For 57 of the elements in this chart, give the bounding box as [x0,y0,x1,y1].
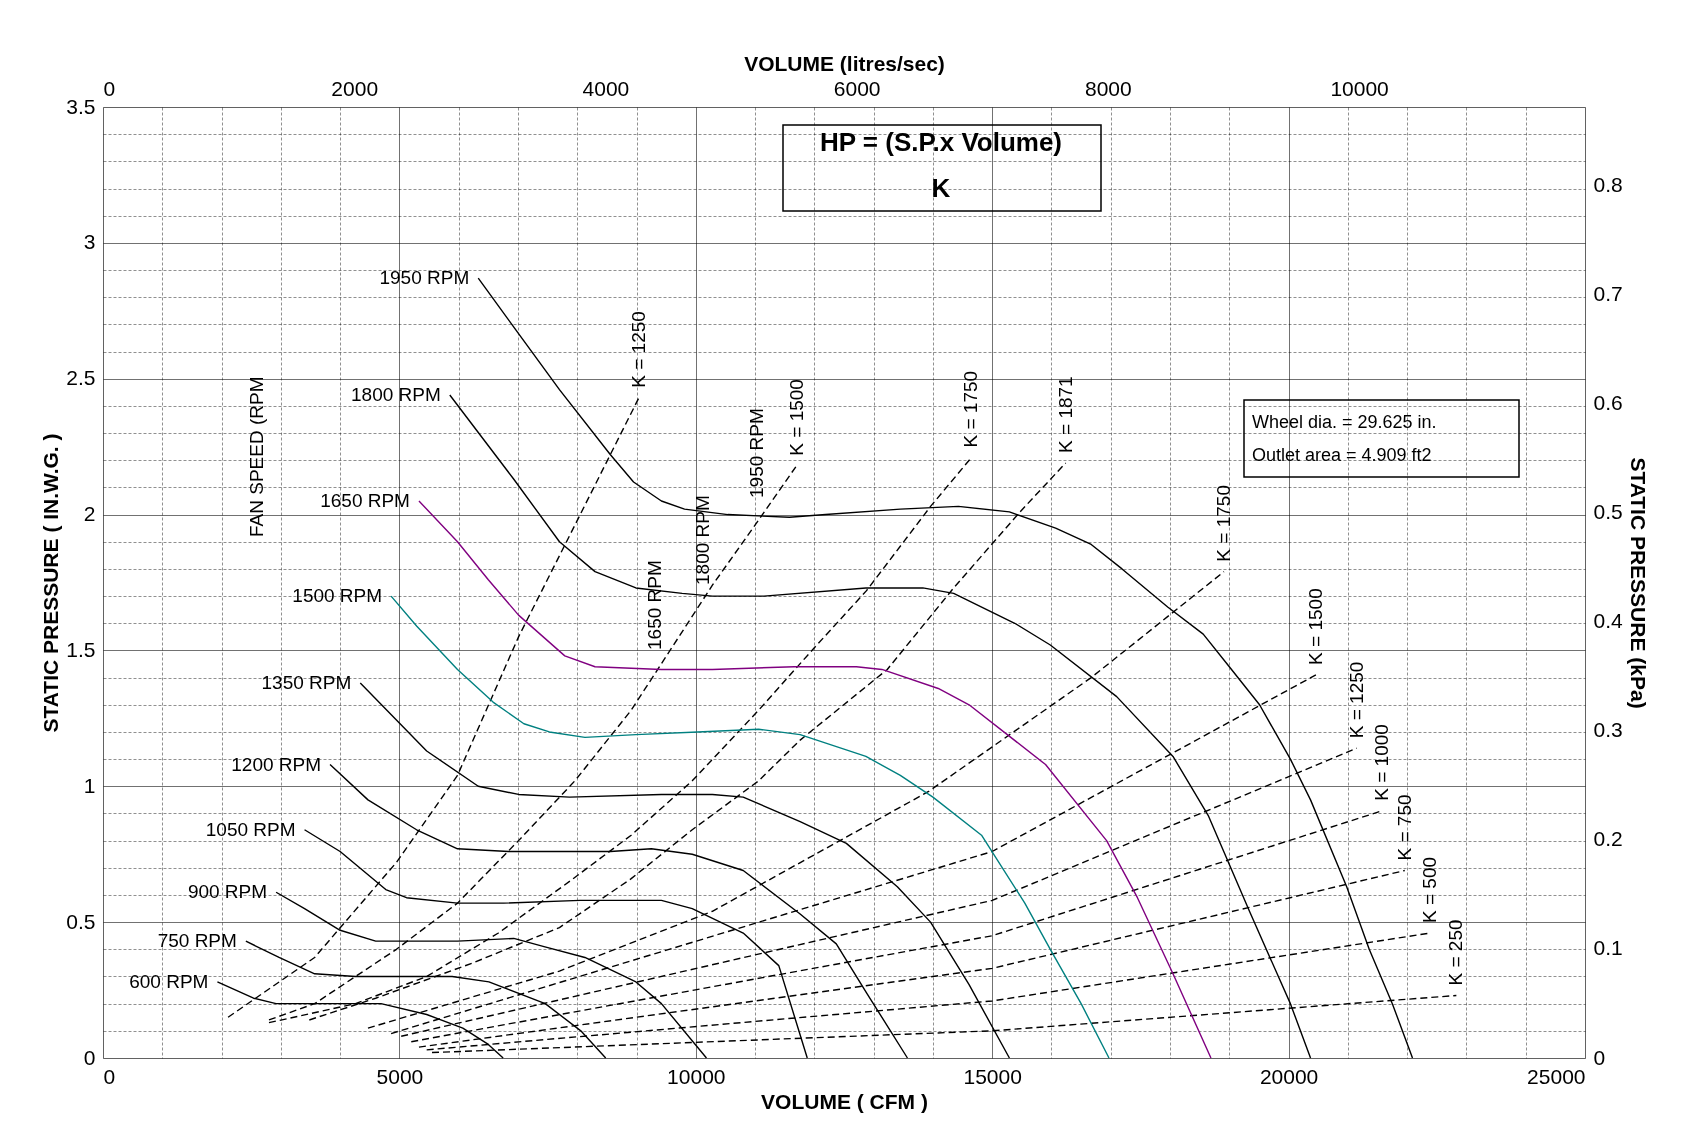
series-label: 1350 RPM [261,672,352,694]
series-label: 600 RPM [129,970,209,992]
text: K = 1750 [960,370,982,448]
series-label: 1800 RPM [351,384,441,406]
x2-tick-label: 6000 [833,76,881,100]
y-tick-label: 0.5 [66,909,96,933]
text: K = 1500 [1304,588,1326,665]
annotation: 1650 RPM [644,560,665,650]
x-tick-label: 15000 [963,1064,1022,1088]
x2-tick-label: 0 [103,76,116,100]
x-tick-label: 5000 [376,1064,424,1088]
y2-tick-label: 0.8 [1593,172,1623,196]
text: K = 1500 [785,379,807,456]
y-tick-label: 1 [83,773,96,797]
y-tick-label: 2 [83,502,96,526]
annotation: K [931,173,951,203]
y-tick-label: 3 [83,230,96,254]
x2-tick-label: 8000 [1085,76,1132,100]
series-label: 750 RPM [157,930,237,952]
x-tick-label: 25000 [1527,1064,1586,1088]
annotation: 1950 RPM [746,408,767,498]
series-label: 900 RPM [187,881,268,903]
annotation: 1800 RPM [692,495,713,585]
x2-tick-label: 10000 [1330,76,1389,100]
y2-tick-label: 0.4 [1593,609,1624,633]
y2-tick-label: 0.6 [1593,390,1623,414]
x-tick-label: 0 [103,1064,116,1088]
annotation: FAN SPEED (RPM [246,376,267,537]
y2-tick-label: 0.1 [1593,936,1623,960]
x-axis-title: VOLUME ( CFM ) [761,1089,928,1113]
y-tick-label: 3.5 [66,94,96,118]
series-label: 1050 RPM [205,818,296,840]
text: K = 1750 [1212,485,1234,562]
text: K = 1871 [1054,376,1076,453]
y2-tick-label: 0.7 [1593,281,1623,305]
y2-tick-label: 0.3 [1593,718,1623,742]
y2-tick-label: 0.5 [1593,500,1623,524]
y-tick-label: 0 [83,1045,96,1069]
y2-tick-label: 0.2 [1593,827,1623,851]
x-tick-label: 10000 [667,1064,726,1088]
x-tick-label: 20000 [1259,1064,1319,1088]
series-label: 1200 RPM [231,753,322,775]
y-tick-label: 1.5 [66,637,96,661]
x2-tick-label: 4000 [582,76,630,100]
y2-tick-label: 0 [1593,1045,1606,1069]
x2-axis-title: VOLUME (litres/sec) [744,51,945,75]
text: K = 1250 [1345,661,1367,739]
x2-tick-label: 2000 [331,76,379,100]
text: K = 1250 [627,311,649,388]
y-axis-title: STATIC PRESSURE ( IN.W.G. ) [39,433,63,733]
text: K = 1000 [1371,724,1393,801]
series-label: 1500 RPM [292,585,383,607]
text: K = 500 [1419,856,1441,924]
text: K = 750 [1393,794,1415,861]
text: K = 250 [1445,919,1467,986]
y-tick-label: 2.5 [66,366,96,390]
y2-axis-title: STATIC PRESSURE (kPa) [1626,457,1650,709]
